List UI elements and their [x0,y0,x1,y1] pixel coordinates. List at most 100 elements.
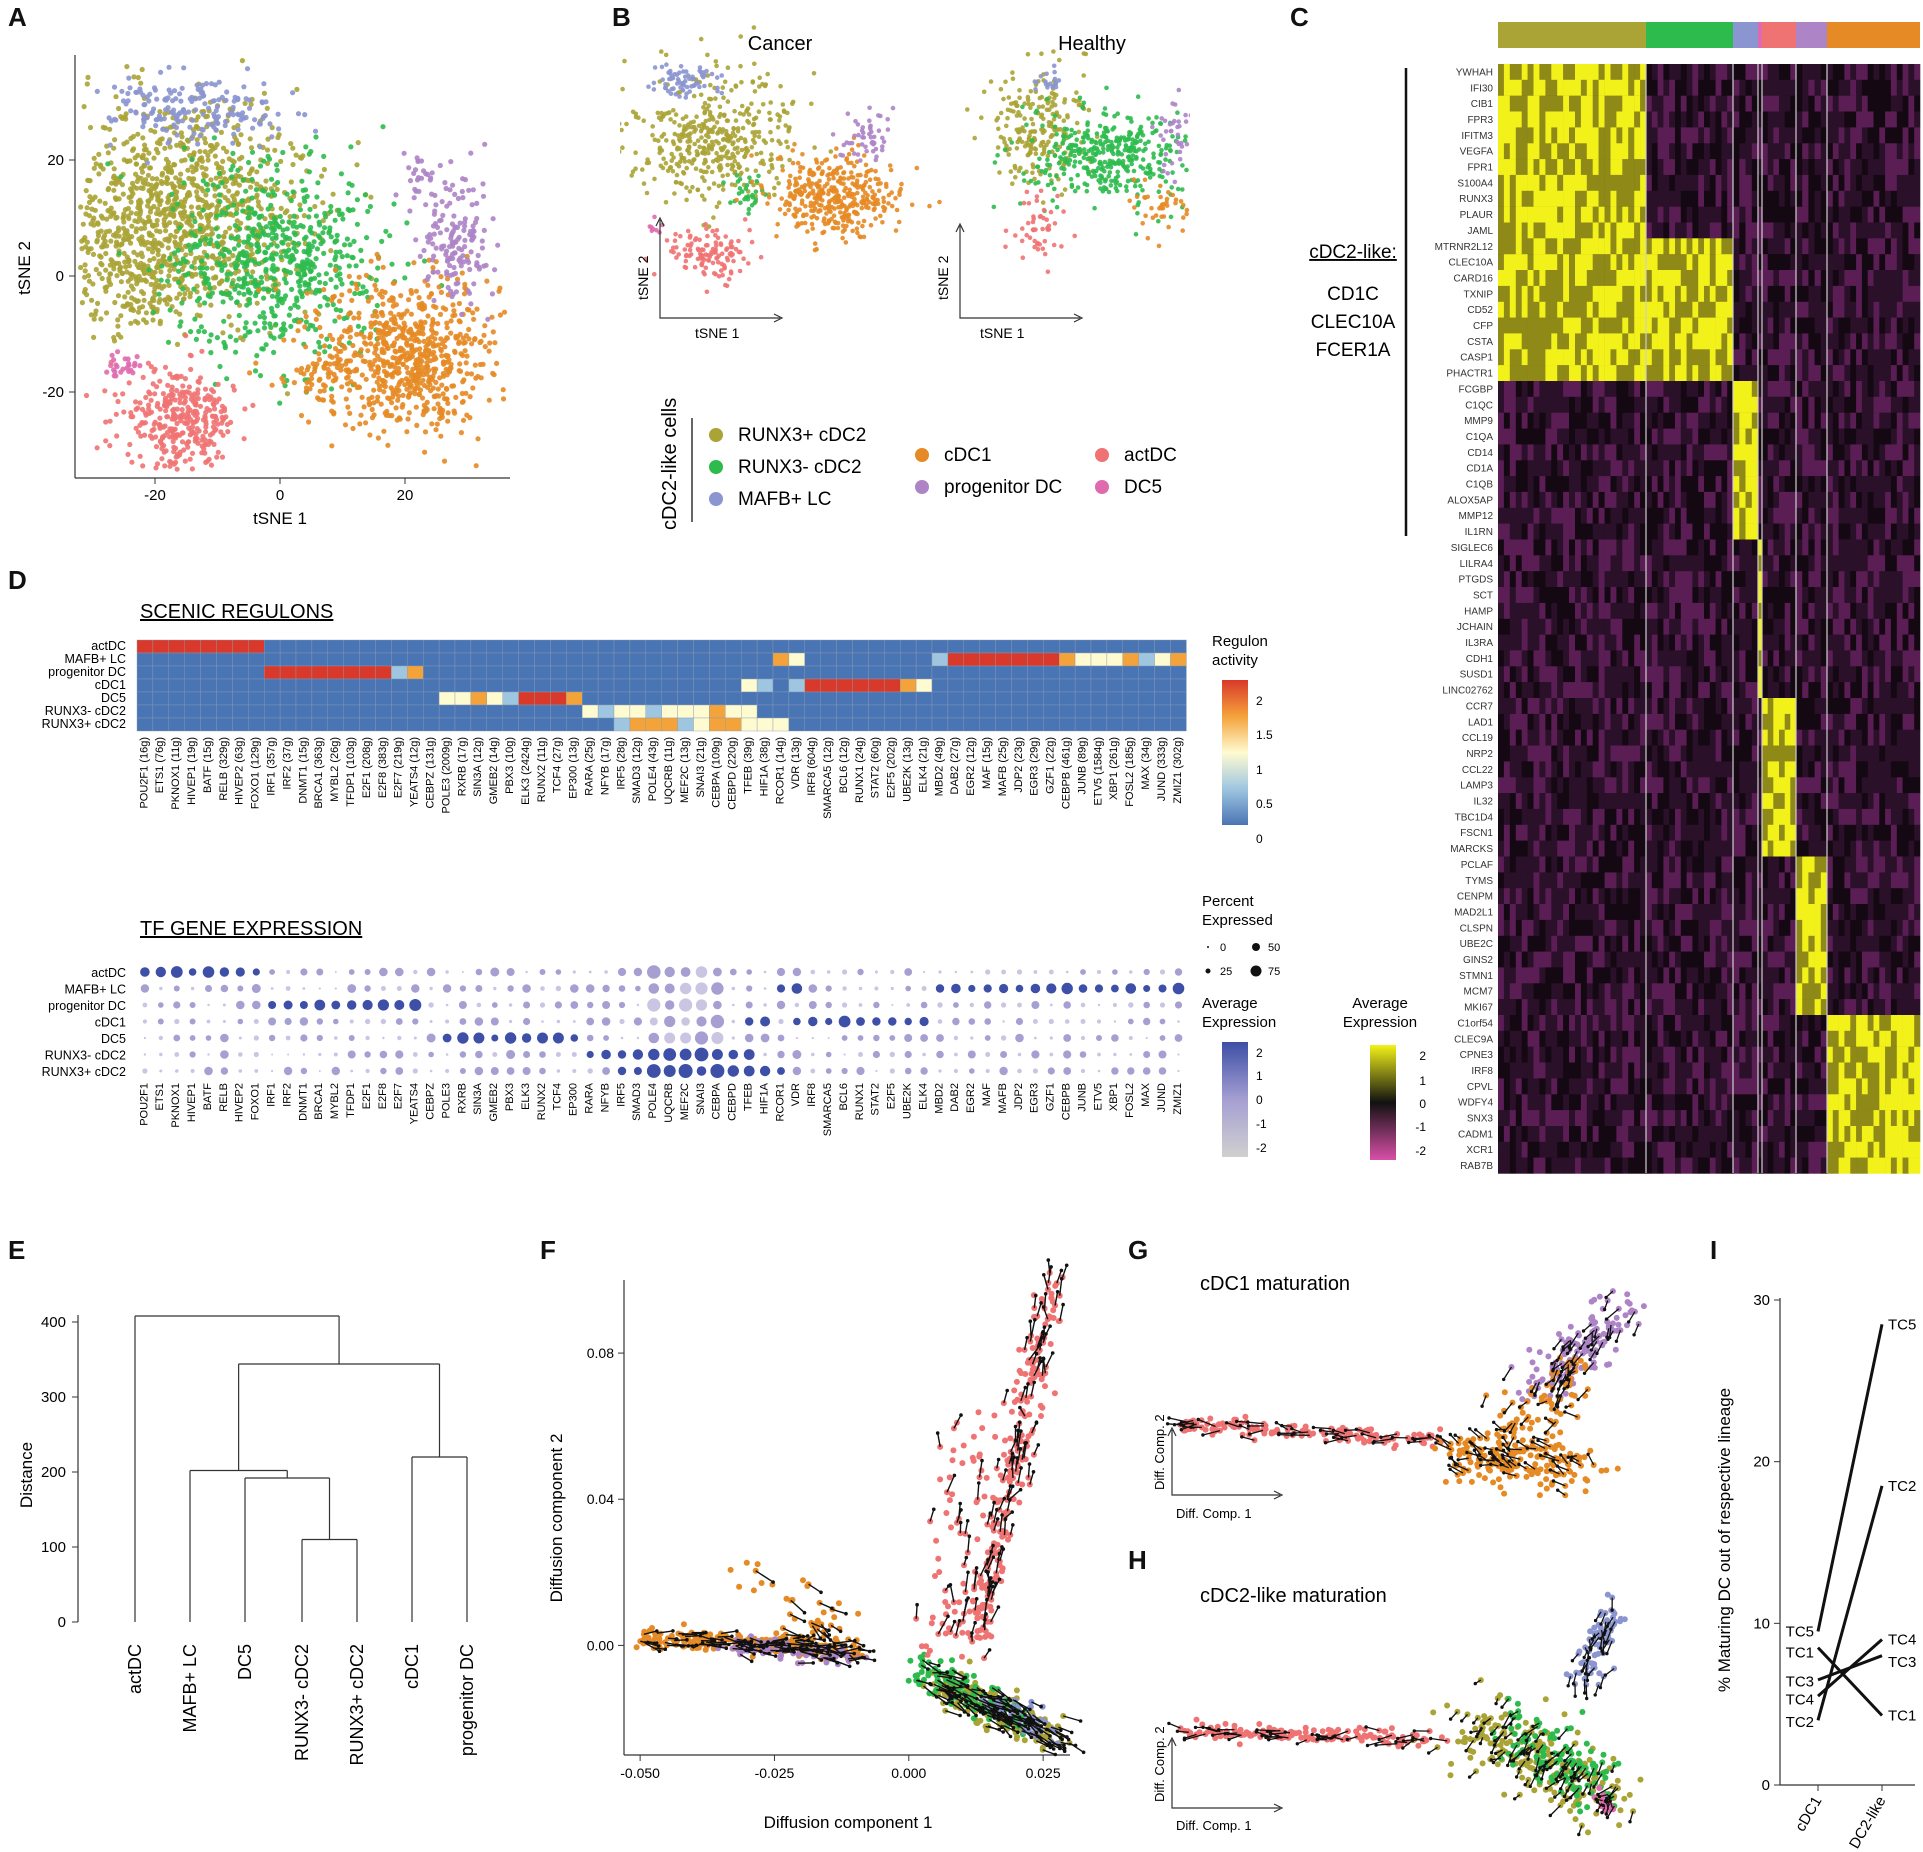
b-healthy-point-cdc1 [1142,177,1148,183]
b-cancer-point-runx3pos [780,164,785,169]
b-cancer-point-cdc1 [840,229,846,234]
b-cancer-point-progenitor [868,135,874,140]
a-point-runx3pos [85,74,91,80]
a-point-cdc1 [406,297,412,303]
a-point-actdc [163,408,169,414]
a-point-runx3neg [294,295,300,301]
a-point-cdc1 [440,407,446,413]
a-point-actdc [192,395,198,401]
b-cancer-point-cdc1 [858,172,863,178]
a-point-mafb [230,104,236,110]
a-point-mafb [158,69,164,75]
b-cancer-point-actdc [670,245,676,251]
a-point-dc5 [122,356,128,362]
a-point-runx3pos [174,189,180,195]
a-point-runx3neg [301,195,307,201]
b-healthy-point-runx3neg [1028,178,1034,184]
b-healthy-point-runx3neg [1075,172,1080,178]
a-point-runx3neg [244,261,250,267]
a-point-mafb [260,115,266,121]
a-xtick: -20 [144,487,166,504]
a-point-progenitor [444,271,450,277]
a-point-runx3neg [250,226,256,232]
a-point-runx3neg [208,350,214,356]
b-cancer-point-runx3pos [677,123,682,128]
b-cancer-point-cdc1 [810,226,815,231]
b-cancer-point-cdc1 [765,201,770,206]
b-cancer-point-cdc1 [749,179,755,184]
b-healthy-point-runx3neg [1167,143,1173,148]
a-point-runx3neg [273,251,279,257]
b-cancer-point-cdc1 [842,188,847,193]
a-point-cdc1 [459,270,465,276]
a-point-runx3pos [115,323,121,329]
b-healthy-point-progenitor [1178,140,1184,146]
b-cancer-point-cdc1 [869,167,874,173]
b-healthy-point-actdc [1027,235,1033,240]
a-point-runx3neg [236,242,242,248]
a-point-cdc1 [346,273,352,279]
b-cancer-point-runx3pos [744,108,750,113]
a-point-runx3neg [150,309,156,315]
a-point-runx3neg [317,303,323,309]
b-healthy-point-runx3neg [1130,157,1135,163]
a-point-cdc1 [454,334,461,340]
a-point-progenitor [418,158,425,164]
b-cancer-point-runx3pos [650,124,655,129]
b-cancer-point-cdc1 [819,171,825,177]
a-point-runx3pos [250,269,256,275]
a-point-runx3neg [291,245,297,251]
a-point-runx3pos [130,286,136,292]
a-point-cdc1 [500,396,507,402]
b-healthy-point-runx3neg [1096,178,1101,183]
a-point-runx3neg [254,249,260,255]
a-point-runx3neg [332,239,338,245]
a-point-runx3pos [235,141,241,147]
a-point-runx3neg [328,386,335,392]
b-cancer-point-runx3pos [774,175,779,181]
a-point-cdc1 [372,357,378,364]
a-point-cdc1 [382,325,388,331]
a-point-runx3neg [204,252,210,259]
a-point-cdc1 [381,363,387,369]
a-point-actdc [186,384,192,390]
a-point-runx3pos [121,219,127,225]
b-cancer-point-runx3pos [652,137,658,143]
b-cancer-point-runx3pos [640,167,645,172]
b-cancer-point-runx3pos [620,149,622,154]
a-point-runx3pos [159,170,166,176]
a-point-actdc [215,381,221,387]
b-healthy-point-cdc1 [1156,243,1162,249]
a-point-runx3neg [283,293,289,299]
b-healthy-point-mafb [1044,71,1049,77]
a-point-cdc1 [368,331,374,337]
a-point-actdc [125,451,131,457]
a-point-progenitor [450,255,456,261]
a-point-runx3neg [230,163,236,169]
b-healthy-point-progenitor [1177,156,1183,162]
b-healthy-point-runx3neg [1046,149,1052,155]
a-point-runx3pos [106,278,112,285]
a-point-cdc1 [414,323,420,329]
a-point-actdc [203,429,209,435]
a-point-runx3neg [221,252,227,258]
b-cancer-point-cdc1 [774,234,779,239]
b-cancer-point-cdc1 [786,178,792,184]
b-cancer-point-actdc [741,256,746,261]
a-point-cdc1 [334,353,340,359]
a-point-runx3pos [287,214,293,220]
a-point-runx3pos [173,309,179,315]
b-cancer-point-cdc1 [872,192,878,198]
a-point-runx3pos [191,259,197,265]
b-cancer-point-progenitor [855,122,861,127]
a-point-runx3pos [151,155,157,161]
a-point-runx3pos [255,199,261,205]
a-point-progenitor [457,220,463,226]
a-point-progenitor [469,232,475,239]
a-point-mafb [244,66,251,72]
b-cancer-point-cdc1 [799,221,805,226]
b-cancer-point-runx3pos [752,89,758,94]
b-healthy-point-runx3pos [1074,90,1079,95]
a-point-runx3neg [197,265,203,271]
a-point-cdc1 [404,308,410,314]
